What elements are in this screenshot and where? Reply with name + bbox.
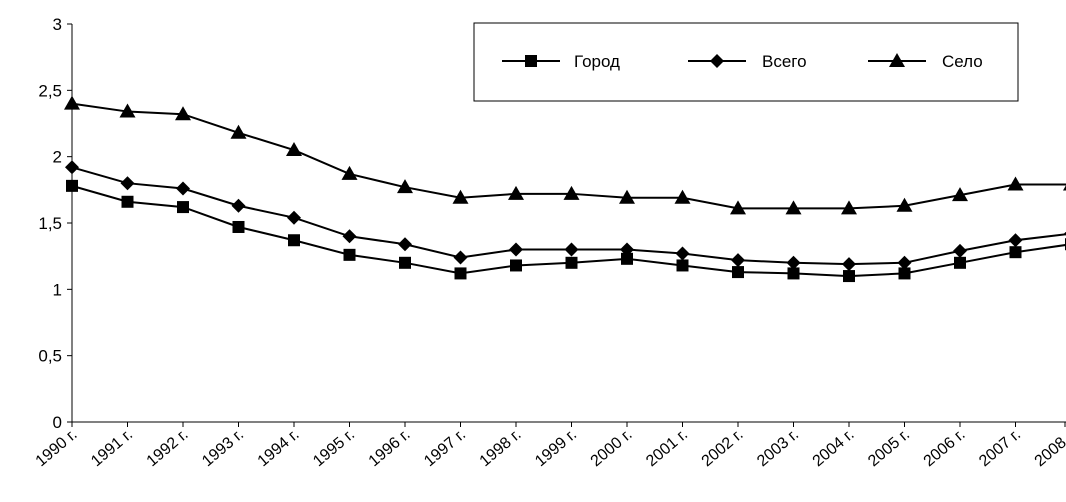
data-point-diamond (842, 257, 856, 272)
data-point-square (843, 270, 855, 283)
data-point-triangle (1007, 176, 1024, 191)
data-point-triangle (119, 103, 136, 118)
data-point-diamond (953, 243, 967, 258)
data-point-square (121, 195, 134, 208)
legend-label: Село (942, 52, 983, 71)
y-tick-label: 2,5 (38, 81, 62, 100)
x-tick-label: 1997 г. (421, 426, 469, 470)
data-point-square (454, 267, 467, 280)
data-point-square (525, 55, 537, 67)
legend-item-diamond: Всего (688, 52, 807, 71)
data-point-diamond (176, 181, 190, 196)
legend-label: Всего (762, 52, 807, 71)
data-point-square (732, 266, 744, 279)
data-point-diamond (231, 198, 246, 213)
data-point-square (898, 267, 911, 280)
data-point-triangle (896, 197, 913, 212)
data-point-diamond (453, 250, 468, 265)
series-square (66, 179, 1066, 283)
x-tick-label: 2007 г. (976, 426, 1024, 470)
x-tick-label: 2001 г. (643, 426, 691, 470)
x-tick-label: 1993 г. (199, 426, 247, 470)
data-point-square (232, 220, 245, 233)
data-point-square (399, 256, 411, 269)
data-point-square (510, 259, 522, 272)
data-point-square (621, 252, 633, 265)
data-point-diamond (342, 229, 357, 244)
x-tick-label: 1992 г. (144, 426, 192, 470)
data-point-triangle (452, 189, 469, 204)
legend-label: Город (574, 52, 620, 71)
x-tick-label: 1996 г. (366, 426, 414, 470)
data-point-square (177, 201, 189, 214)
y-tick-label: 0,5 (38, 347, 62, 366)
series-layer (64, 95, 1066, 283)
y-tick-label: 1 (53, 280, 62, 299)
data-point-square (66, 179, 78, 192)
data-point-square (954, 256, 966, 269)
legend-item-triangle: Село (868, 52, 983, 71)
data-point-diamond (398, 237, 412, 252)
data-point-diamond (897, 255, 912, 270)
data-point-triangle (674, 189, 691, 204)
data-point-diamond (564, 242, 579, 257)
data-point-triangle (619, 189, 635, 204)
y-tick-label: 1,5 (38, 214, 62, 233)
x-tick-label: 2002 г. (699, 426, 747, 470)
x-tick-label: 2006 г. (921, 426, 969, 470)
x-tick-label: 1998 г. (477, 426, 525, 470)
x-tick-label: 1994 г. (255, 426, 303, 470)
data-point-triangle (785, 200, 802, 215)
y-tick-label: 0 (53, 413, 62, 432)
data-point-triangle (286, 142, 302, 157)
x-tick-label: 2005 г. (865, 426, 913, 470)
data-point-square (343, 248, 356, 261)
series-triangle (64, 95, 1066, 215)
data-point-triangle (841, 200, 857, 215)
data-point-square (676, 259, 689, 272)
data-point-square (1009, 246, 1022, 259)
x-tick-label: 2008 г. (1032, 426, 1066, 470)
x-tick-label: 1991 г. (88, 426, 136, 470)
x-tick-label: 2003 г. (754, 426, 802, 470)
data-point-triangle (230, 124, 247, 139)
y-tick-label: 2 (53, 148, 62, 167)
data-point-triangle (397, 179, 413, 194)
data-point-triangle (175, 106, 191, 121)
y-tick-label: 3 (53, 15, 62, 34)
data-point-triangle (563, 185, 580, 200)
data-point-diamond (786, 255, 801, 270)
x-tick-label: 2004 г. (810, 426, 858, 470)
data-point-diamond (1008, 233, 1023, 248)
data-point-triangle (952, 187, 968, 202)
data-point-diamond (120, 176, 135, 191)
data-point-triangle (889, 53, 905, 67)
data-point-square (565, 256, 578, 269)
data-point-diamond (287, 210, 301, 225)
data-point-square (787, 267, 800, 280)
data-point-diamond (675, 246, 690, 261)
x-tick-label: 1995 г. (310, 426, 358, 470)
x-tick-label: 2000 г. (588, 426, 636, 470)
legend: Город Всего Село (473, 22, 1019, 102)
data-point-diamond (710, 54, 724, 68)
data-point-diamond (731, 253, 745, 268)
x-tick-label: 1990 г. (33, 426, 81, 470)
data-point-square (288, 234, 300, 247)
x-tick-label: 1999 г. (532, 426, 580, 470)
data-point-triangle (1063, 185, 1066, 191)
data-point-triangle (730, 200, 746, 215)
data-point-triangle (64, 95, 80, 110)
data-point-triangle (508, 185, 524, 200)
series-diamond (65, 160, 1066, 272)
data-point-diamond (65, 160, 79, 175)
data-point-triangle (341, 165, 358, 180)
data-point-diamond (509, 242, 523, 257)
data-point-diamond (620, 242, 634, 257)
legend-item-square: Город (502, 52, 620, 71)
